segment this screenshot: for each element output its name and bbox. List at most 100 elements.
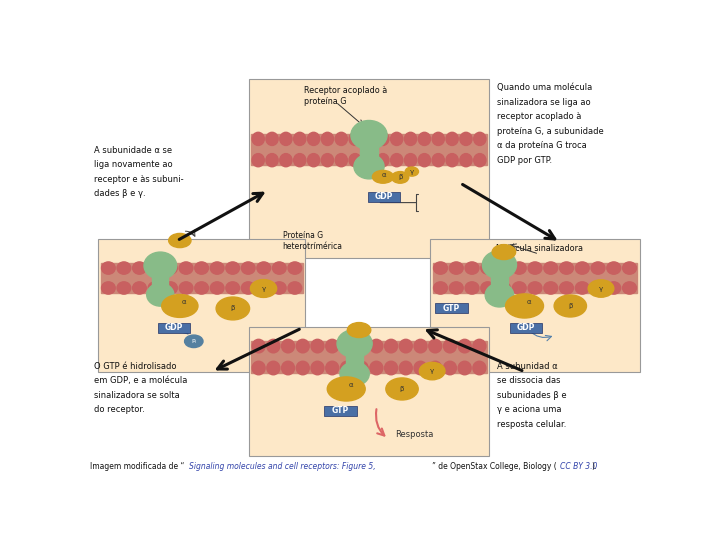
Ellipse shape (473, 361, 486, 375)
Text: Quando uma molécula: Quando uma molécula (498, 83, 593, 92)
Ellipse shape (340, 362, 369, 386)
Ellipse shape (513, 262, 526, 274)
Text: Proteína G: Proteína G (283, 231, 323, 240)
Ellipse shape (162, 294, 198, 318)
Ellipse shape (505, 294, 544, 318)
Ellipse shape (252, 339, 265, 353)
Ellipse shape (251, 280, 276, 298)
Ellipse shape (414, 339, 427, 353)
Text: proteína G, a subunidade: proteína G, a subunidade (498, 127, 604, 136)
Ellipse shape (282, 339, 294, 353)
Ellipse shape (391, 132, 402, 145)
Text: Receptor acoplado à: Receptor acoplado à (305, 86, 387, 96)
Text: se dissocia das: se dissocia das (498, 376, 561, 386)
FancyBboxPatch shape (436, 303, 468, 313)
Text: receptor acoplado à: receptor acoplado à (498, 112, 582, 122)
Ellipse shape (474, 132, 486, 145)
Text: β: β (398, 174, 402, 180)
Ellipse shape (336, 153, 347, 167)
Ellipse shape (513, 282, 526, 294)
Text: Resposta: Resposta (395, 430, 433, 440)
Ellipse shape (497, 282, 510, 294)
FancyBboxPatch shape (99, 239, 305, 373)
Text: resposta celular.: resposta celular. (498, 420, 567, 429)
Text: Pᵢ: Pᵢ (192, 339, 196, 344)
Ellipse shape (226, 262, 240, 274)
Ellipse shape (559, 282, 573, 294)
Ellipse shape (444, 361, 456, 375)
Ellipse shape (481, 282, 495, 294)
Ellipse shape (347, 322, 371, 338)
Ellipse shape (144, 252, 176, 279)
Text: O GTP é hidrolisado: O GTP é hidrolisado (94, 362, 177, 371)
Text: Molécula sinalizadora: Molécula sinalizadora (495, 244, 582, 253)
Ellipse shape (591, 262, 605, 274)
Ellipse shape (266, 153, 278, 167)
Ellipse shape (559, 262, 573, 274)
Ellipse shape (117, 262, 131, 274)
Text: dades β e γ.: dades β e γ. (94, 189, 146, 198)
Ellipse shape (267, 361, 280, 375)
Text: em GDP, e a molécula: em GDP, e a molécula (94, 376, 188, 386)
Ellipse shape (591, 282, 605, 294)
Ellipse shape (307, 153, 320, 167)
Ellipse shape (492, 245, 516, 260)
Text: γ e aciona uma: γ e aciona uma (498, 406, 562, 414)
Ellipse shape (623, 282, 636, 294)
Ellipse shape (321, 132, 333, 145)
Ellipse shape (384, 361, 397, 375)
Ellipse shape (623, 262, 636, 274)
Text: receptor e às subuni-: receptor e às subuni- (94, 174, 184, 184)
Ellipse shape (418, 153, 431, 167)
Ellipse shape (147, 284, 174, 306)
Ellipse shape (497, 262, 510, 274)
Text: A subunidade α se: A subunidade α se (94, 146, 173, 154)
Ellipse shape (460, 153, 472, 167)
Ellipse shape (349, 153, 361, 167)
Ellipse shape (349, 132, 361, 145)
Ellipse shape (210, 262, 224, 274)
Ellipse shape (392, 172, 409, 183)
Ellipse shape (372, 171, 394, 183)
Bar (433, 264, 637, 293)
Bar (346, 342, 363, 376)
Ellipse shape (544, 282, 558, 294)
Ellipse shape (428, 339, 441, 353)
Ellipse shape (433, 282, 447, 294)
Ellipse shape (267, 339, 280, 353)
Text: A subunidad α: A subunidad α (498, 362, 558, 371)
Ellipse shape (325, 361, 338, 375)
Text: α: α (182, 299, 186, 305)
Ellipse shape (102, 282, 115, 294)
Ellipse shape (482, 251, 516, 279)
Ellipse shape (266, 132, 278, 145)
Ellipse shape (354, 154, 384, 179)
Ellipse shape (474, 153, 486, 167)
Text: GDP: GDP (375, 192, 393, 201)
Ellipse shape (148, 262, 162, 274)
Ellipse shape (280, 132, 292, 145)
Ellipse shape (377, 132, 389, 145)
Ellipse shape (272, 282, 286, 294)
Ellipse shape (370, 339, 383, 353)
Ellipse shape (446, 132, 458, 145)
FancyBboxPatch shape (325, 406, 357, 416)
Text: heterotrímérica: heterotrímérica (283, 242, 343, 251)
Ellipse shape (341, 361, 354, 375)
Text: ” de OpenStax College, Biology (: ” de OpenStax College, Biology ( (432, 462, 557, 471)
Ellipse shape (282, 361, 294, 375)
Ellipse shape (226, 282, 240, 294)
Text: GDP: GDP (517, 323, 536, 332)
Ellipse shape (311, 361, 324, 375)
Ellipse shape (458, 339, 471, 353)
Bar (153, 265, 168, 297)
Ellipse shape (294, 153, 306, 167)
Text: β: β (400, 386, 404, 392)
Text: α: α (527, 299, 531, 305)
Text: CC BY 3.0: CC BY 3.0 (560, 462, 598, 471)
Text: γ: γ (410, 168, 414, 174)
Ellipse shape (481, 262, 495, 274)
Bar (251, 341, 487, 373)
Ellipse shape (252, 361, 265, 375)
Ellipse shape (405, 153, 417, 167)
